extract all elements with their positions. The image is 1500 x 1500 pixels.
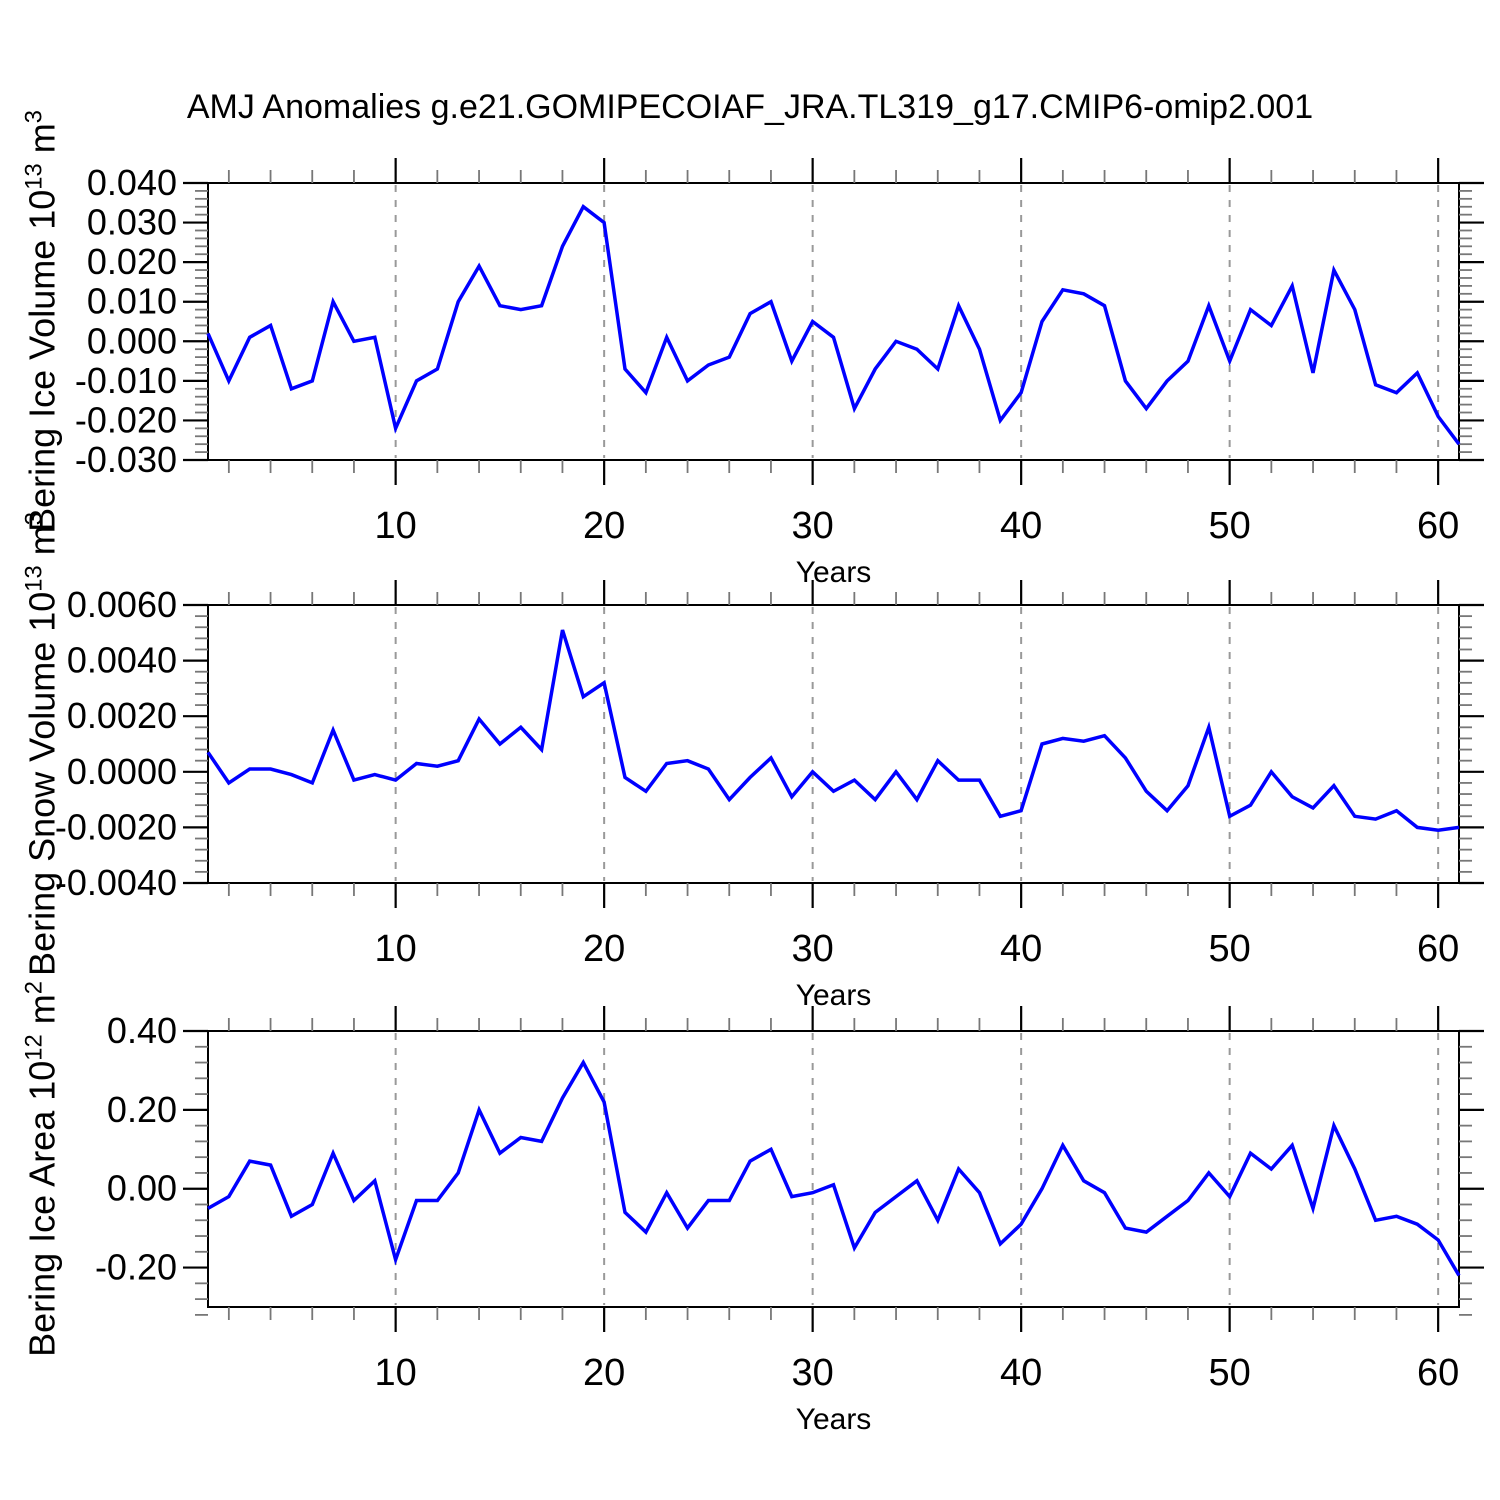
x-axis-title: Years [796, 556, 872, 589]
x-tick-label: 50 [1209, 928, 1251, 970]
data-line-bering-ice-volume [206, 204, 1461, 446]
panel-frame-bering-ice-volume [207, 182, 1460, 461]
y-tick-label: 0.020 [87, 241, 177, 282]
x-axis-title: Years [796, 1403, 872, 1436]
y-tick-label: -0.030 [75, 439, 177, 480]
x-tick-label: 20 [583, 1352, 625, 1394]
y-tick-label: 0.030 [87, 202, 177, 243]
x-tick-label: 20 [583, 505, 625, 547]
y-tick-label: 0.000 [87, 320, 177, 361]
y-tick-label: 0.0020 [67, 695, 177, 736]
data-line-bering-snow-volume [206, 629, 1460, 832]
y-tick-label: 0.0040 [67, 640, 177, 681]
x-tick-label: 30 [792, 928, 834, 970]
x-axis-title: Years [796, 979, 872, 1012]
y-tick-label: 0.010 [87, 281, 177, 322]
panel-frame-bering-snow-volume [207, 604, 1460, 884]
x-tick-label: 10 [375, 1352, 417, 1394]
y-tick-label: -0.020 [75, 399, 177, 440]
x-tick-label: 40 [1000, 928, 1042, 970]
x-tick-label: 60 [1417, 1352, 1459, 1394]
x-tick-label: 30 [792, 1352, 834, 1394]
y-tick-label: 0.040 [87, 162, 177, 203]
y-tick-label: 0.0000 [67, 751, 177, 792]
x-tick-label: 40 [1000, 1352, 1042, 1394]
x-tick-label: 30 [792, 505, 834, 547]
y-tick-label: -0.010 [75, 360, 177, 401]
y-tick-label: 0.20 [107, 1089, 177, 1130]
y-tick-label: -0.0040 [55, 862, 177, 903]
y-tick-label: -0.0020 [55, 806, 177, 847]
x-tick-label: 40 [1000, 505, 1042, 547]
x-tick-label: 60 [1417, 928, 1459, 970]
x-tick-label: 20 [583, 928, 625, 970]
y-tick-label: -0.20 [95, 1247, 177, 1288]
x-tick-label: 60 [1417, 505, 1459, 547]
y-tick-label: 0.40 [107, 1010, 177, 1051]
y-tick-label: 0.0060 [67, 584, 177, 625]
x-tick-label: 50 [1209, 505, 1251, 547]
x-tick-label: 10 [375, 505, 417, 547]
x-tick-label: 10 [375, 928, 417, 970]
data-line-bering-ice-area [207, 1058, 1461, 1277]
y-tick-label: 0.00 [107, 1168, 177, 1209]
figure-title: AMJ Anomalies g.e21.GOMIPECOIAF_JRA.TL31… [186, 88, 1314, 126]
x-tick-label: 50 [1209, 1352, 1251, 1394]
panel-frame-bering-ice-area [207, 1030, 1460, 1308]
